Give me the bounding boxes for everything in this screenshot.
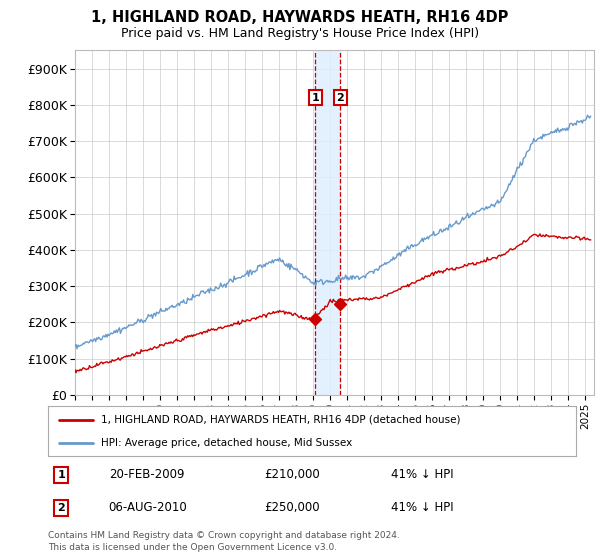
Text: 2: 2 [337, 92, 344, 102]
Text: 1, HIGHLAND ROAD, HAYWARDS HEATH, RH16 4DP: 1, HIGHLAND ROAD, HAYWARDS HEATH, RH16 4… [91, 10, 509, 25]
Text: 1: 1 [58, 470, 65, 480]
Text: 06-AUG-2010: 06-AUG-2010 [109, 501, 187, 515]
Text: Contains HM Land Registry data © Crown copyright and database right 2024.
This d: Contains HM Land Registry data © Crown c… [48, 531, 400, 552]
Text: 41% ↓ HPI: 41% ↓ HPI [391, 468, 454, 482]
Bar [316, 50, 340, 395]
Text: £250,000: £250,000 [265, 501, 320, 515]
Text: £210,000: £210,000 [265, 468, 320, 482]
Text: 1: 1 [311, 92, 319, 102]
Text: 41% ↓ HPI: 41% ↓ HPI [391, 501, 454, 515]
Text: 20-FEB-2009: 20-FEB-2009 [109, 468, 184, 482]
Text: Price paid vs. HM Land Registry's House Price Index (HPI): Price paid vs. HM Land Registry's House … [121, 27, 479, 40]
Text: 1, HIGHLAND ROAD, HAYWARDS HEATH, RH16 4DP (detached house): 1, HIGHLAND ROAD, HAYWARDS HEATH, RH16 4… [101, 414, 460, 424]
Text: 2: 2 [58, 503, 65, 513]
Text: HPI: Average price, detached house, Mid Sussex: HPI: Average price, detached house, Mid … [101, 438, 352, 448]
